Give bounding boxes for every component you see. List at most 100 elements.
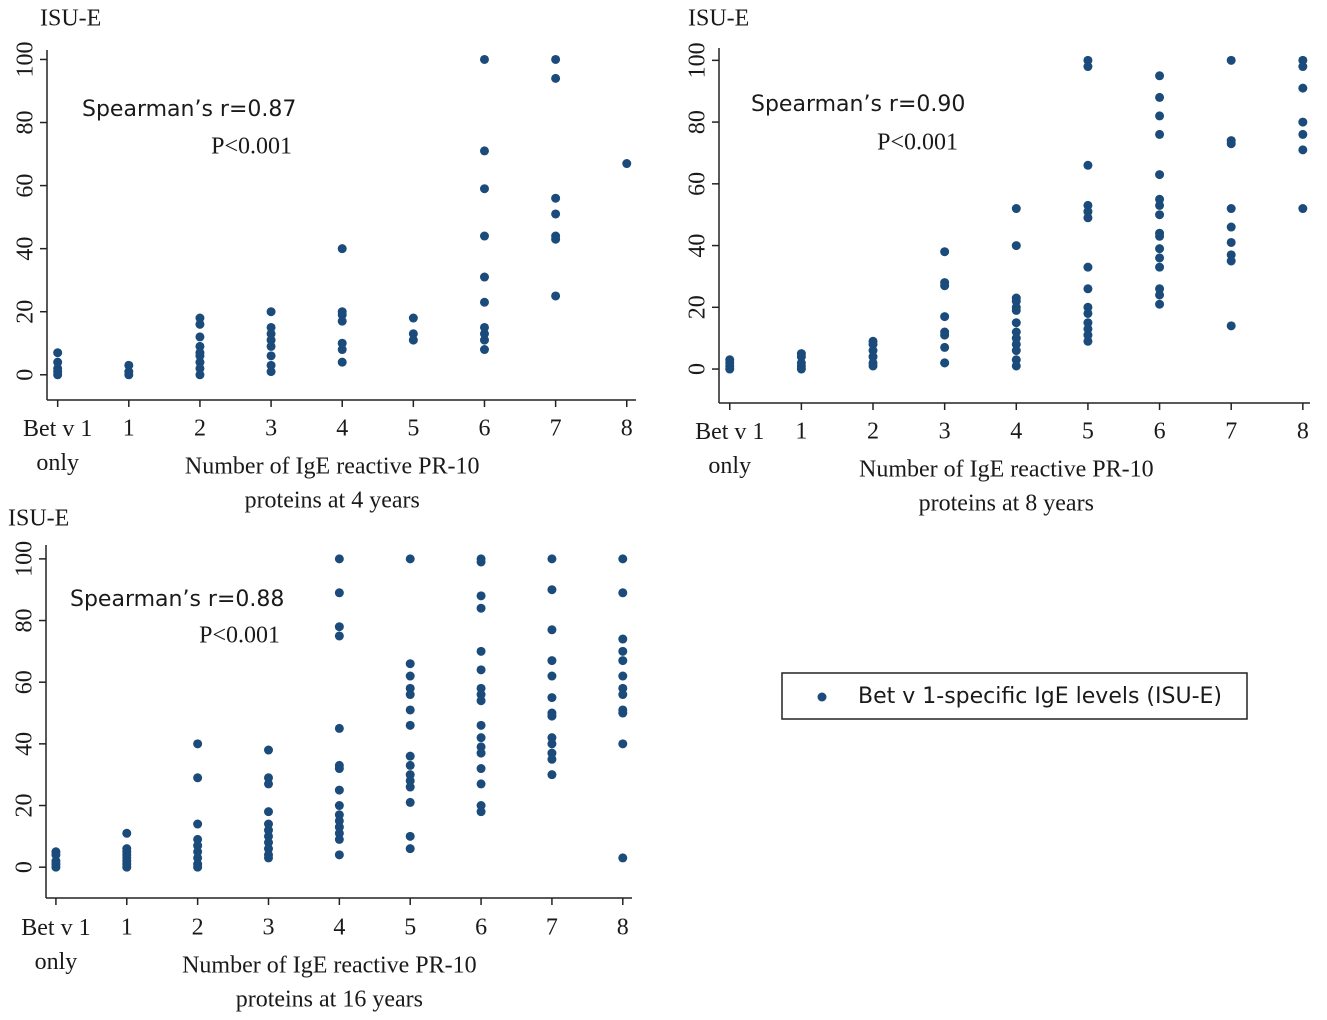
- x-tick-label: 2: [867, 419, 879, 445]
- data-point: [405, 782, 415, 792]
- data-point: [940, 247, 950, 257]
- data-point: [868, 352, 878, 362]
- y-tick-label: 0: [13, 369, 39, 381]
- data-point: [622, 159, 632, 169]
- data-point: [1155, 92, 1165, 102]
- data-point: [334, 822, 344, 832]
- y-tick-label: 100: [685, 42, 711, 78]
- x-tick-label: 1: [123, 416, 135, 442]
- data-point: [479, 297, 489, 307]
- data-point: [405, 690, 415, 700]
- x-tick-label: 4: [333, 915, 345, 941]
- data-point: [263, 779, 273, 789]
- data-point: [618, 588, 628, 598]
- data-point: [547, 711, 557, 721]
- data-point: [1083, 55, 1093, 65]
- data-point: [263, 844, 273, 854]
- x-tick-label: 7: [1225, 419, 1237, 445]
- data-point: [547, 625, 557, 635]
- data-point: [405, 760, 415, 770]
- data-point: [476, 801, 486, 811]
- data-point: [1226, 250, 1236, 260]
- data-point: [547, 693, 557, 703]
- data-point: [1083, 318, 1093, 328]
- data-point: [618, 683, 628, 693]
- y-axis-title: ISU-E: [40, 6, 101, 32]
- data-point: [408, 313, 418, 323]
- data-point: [1155, 262, 1165, 272]
- data-point: [547, 656, 557, 666]
- data-point: [868, 339, 878, 349]
- data-point: [266, 360, 276, 370]
- data-point: [263, 825, 273, 835]
- data-point: [479, 272, 489, 282]
- x-axis-title: proteins at 4 years: [245, 488, 420, 514]
- data-point: [1083, 200, 1093, 210]
- data-point: [1298, 204, 1308, 214]
- x-tick-label: 2: [192, 915, 204, 941]
- data-point: [1083, 207, 1093, 217]
- data-point: [408, 329, 418, 339]
- data-point: [405, 776, 415, 786]
- data-point: [337, 338, 347, 348]
- data-point: [1298, 55, 1308, 65]
- data-point: [334, 554, 344, 564]
- y-tick-label: 0: [12, 861, 38, 873]
- y-tick-label: 60: [12, 670, 38, 694]
- data-point: [1155, 129, 1165, 139]
- data-point: [195, 332, 205, 342]
- x-tick-label: Bet v 1 only: [695, 419, 764, 479]
- data-point: [263, 773, 273, 783]
- data-point: [266, 335, 276, 345]
- annotation: Spearman’s r=0.87: [82, 97, 296, 122]
- data-point: [476, 690, 486, 700]
- data-point: [1155, 170, 1165, 180]
- data-point: [53, 370, 63, 380]
- data-point: [618, 708, 628, 718]
- data-point: [940, 281, 950, 291]
- x-axis-title: Number of IgE reactive PR-10: [859, 457, 1154, 483]
- data-point: [405, 751, 415, 761]
- data-point: [547, 733, 557, 743]
- data-point: [1226, 139, 1236, 149]
- y-tick-label: 80: [12, 609, 38, 633]
- x-tick-label: 5: [1082, 419, 1094, 445]
- annotation: P<0.001: [877, 130, 958, 156]
- data-point: [1298, 117, 1308, 127]
- y-tick-label: 60: [685, 172, 711, 196]
- data-point: [266, 341, 276, 351]
- data-point: [405, 705, 415, 715]
- data-point: [618, 853, 628, 863]
- data-point: [1226, 256, 1236, 266]
- data-point: [725, 364, 735, 374]
- y-tick-label: 20: [12, 794, 38, 818]
- data-point: [1011, 327, 1021, 337]
- data-point: [405, 844, 415, 854]
- data-point: [547, 585, 557, 595]
- x-tick-label: Bet v 1 only: [23, 416, 92, 476]
- data-point: [547, 739, 557, 749]
- data-point: [408, 335, 418, 345]
- y-tick-label: 100: [12, 541, 38, 577]
- data-point: [476, 779, 486, 789]
- legend-label: Bet v 1-specific IgE levels (ISU-E): [858, 684, 1222, 709]
- y-axis-title: ISU-E: [8, 506, 69, 532]
- data-point: [334, 764, 344, 774]
- data-point: [1083, 330, 1093, 340]
- data-point: [476, 603, 486, 613]
- data-point: [51, 862, 61, 872]
- data-point: [476, 696, 486, 706]
- data-point: [405, 659, 415, 669]
- data-point: [334, 631, 344, 641]
- x-tick-label: 3: [262, 915, 274, 941]
- data-point: [476, 742, 486, 752]
- data-point: [1011, 361, 1021, 371]
- data-point: [476, 665, 486, 675]
- data-point: [122, 828, 132, 838]
- x-tick-label: 3: [939, 419, 951, 445]
- data-point: [1298, 62, 1308, 72]
- data-point: [405, 554, 415, 564]
- data-point: [193, 853, 203, 863]
- data-point: [193, 841, 203, 851]
